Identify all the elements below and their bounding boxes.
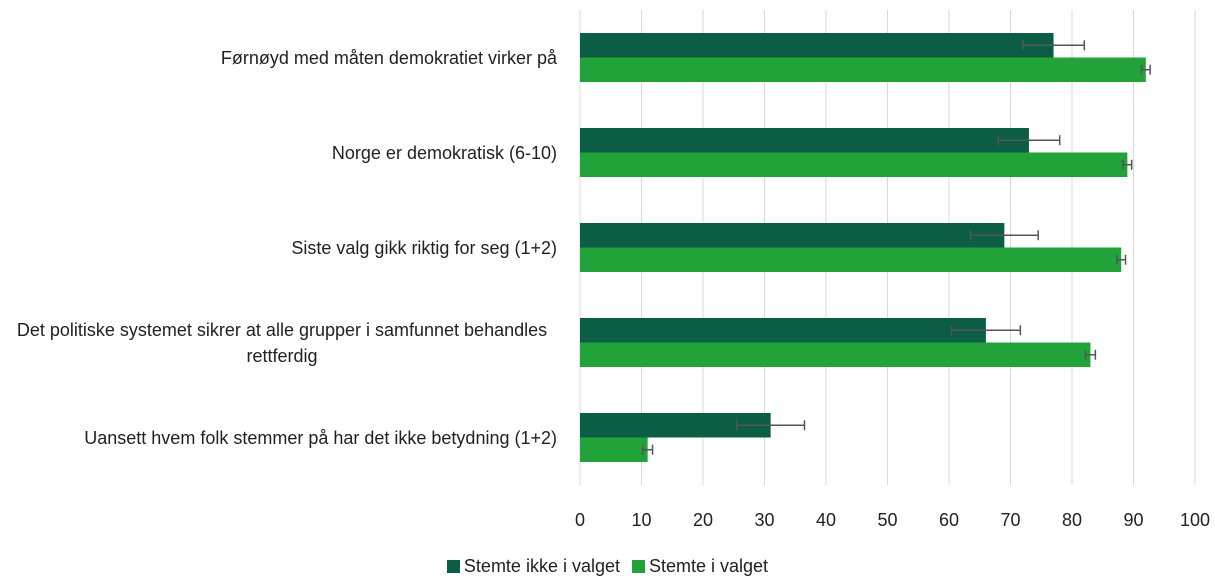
bar	[580, 342, 1091, 367]
category-label: Siste valg gikk riktig for seg (1+2)	[0, 235, 557, 261]
error-bar	[969, 230, 1039, 241]
category-text: Førnøyd med måten demokratiet virker på	[220, 47, 557, 68]
error-bar	[950, 325, 1022, 336]
bar	[580, 152, 1128, 177]
legend-swatch	[446, 560, 460, 573]
category-label: Norge er demokratisk (6-10)	[0, 140, 557, 166]
error-bar	[1140, 64, 1151, 75]
error-bar	[1022, 40, 1086, 51]
error-bar	[1122, 159, 1133, 170]
error-bar	[1084, 349, 1097, 360]
bar	[580, 318, 986, 343]
x-tick-label: 20	[693, 510, 713, 530]
x-tick-label: 10	[631, 510, 651, 530]
bar	[580, 33, 1054, 58]
x-tick-label: 100	[1180, 510, 1210, 530]
bar	[580, 223, 1005, 248]
category-text: Det politiske systemet sikrer at alle gr…	[16, 319, 548, 366]
legend-label: Stemte i valget	[649, 556, 769, 576]
bar	[580, 57, 1146, 82]
x-tick-label: 40	[816, 510, 836, 530]
category-text: Norge er demokratisk (6-10)	[331, 142, 557, 163]
x-tick-label: 70	[1000, 510, 1020, 530]
error-bar	[997, 135, 1061, 146]
x-tick-label: 60	[939, 510, 959, 530]
legend-item: Stemte i valget	[632, 556, 768, 577]
x-tick-label: 30	[754, 510, 774, 530]
category-text: Siste valg gikk riktig for seg (1+2)	[291, 237, 557, 258]
x-tick-label: 50	[877, 510, 897, 530]
x-tick-label: 90	[1123, 510, 1143, 530]
error-bar	[641, 444, 654, 455]
x-tick-label: 80	[1062, 510, 1082, 530]
category-label: Det politiske systemet sikrer at alle gr…	[0, 317, 557, 369]
legend-item: Stemte ikke i valget	[446, 556, 620, 577]
category-label: Uansett hvem folk stemmer på har det ikk…	[0, 425, 557, 451]
legend-swatch	[632, 560, 645, 573]
legend: Stemte ikke i valget Stemte i valget	[0, 556, 1215, 577]
bar	[580, 128, 1029, 153]
bar	[580, 247, 1122, 272]
error-bar	[736, 420, 806, 431]
error-bar	[1116, 254, 1127, 265]
legend-label: Stemte ikke i valget	[463, 556, 620, 576]
x-tick-label: 0	[575, 510, 585, 530]
category-label: Førnøyd med måten demokratiet virker på	[0, 45, 557, 71]
bar	[580, 437, 648, 462]
category-text: Uansett hvem folk stemmer på har det ikk…	[84, 427, 557, 448]
